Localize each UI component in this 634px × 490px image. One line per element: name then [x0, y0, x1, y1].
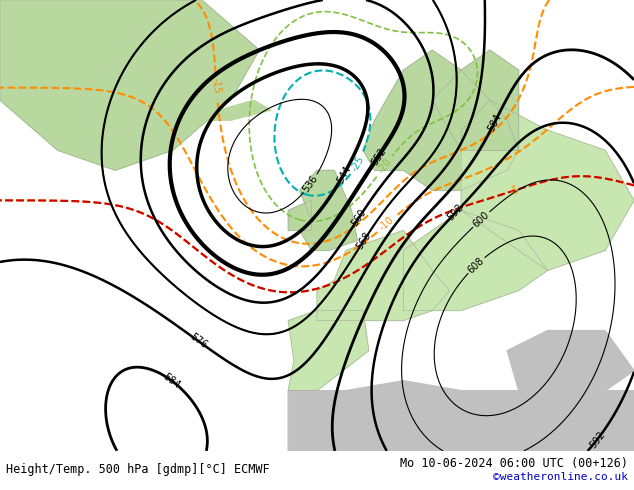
Text: 592: 592: [588, 429, 607, 450]
Text: Mo 10-06-2024 06:00 UTC (00+126): Mo 10-06-2024 06:00 UTC (00+126): [399, 457, 628, 470]
Text: 544: 544: [335, 164, 353, 185]
Text: 560: 560: [350, 207, 368, 228]
Text: -5: -5: [508, 184, 521, 197]
Text: -20: -20: [376, 157, 393, 175]
Polygon shape: [300, 171, 358, 250]
Text: -15: -15: [211, 78, 222, 95]
Polygon shape: [288, 200, 311, 230]
Text: 608: 608: [466, 255, 486, 275]
Polygon shape: [461, 100, 634, 270]
Text: Height/Temp. 500 hPa [gdmp][°C] ECMWF: Height/Temp. 500 hPa [gdmp][°C] ECMWF: [6, 463, 270, 476]
Polygon shape: [317, 230, 450, 320]
Polygon shape: [202, 100, 271, 120]
Text: 600: 600: [471, 210, 491, 229]
Text: 592: 592: [446, 202, 466, 222]
Polygon shape: [403, 210, 548, 311]
Polygon shape: [507, 331, 634, 391]
Text: -25: -25: [349, 154, 366, 172]
Text: -10: -10: [378, 215, 396, 233]
Text: 536: 536: [301, 173, 320, 194]
Text: ©weatheronline.co.uk: ©weatheronline.co.uk: [493, 472, 628, 482]
Text: 576: 576: [188, 332, 209, 351]
Text: 584: 584: [486, 112, 503, 133]
Polygon shape: [0, 0, 259, 171]
Polygon shape: [288, 311, 369, 391]
Text: 568: 568: [355, 230, 373, 251]
Text: 584: 584: [161, 371, 182, 390]
Polygon shape: [288, 381, 634, 451]
Polygon shape: [432, 50, 519, 150]
Text: 552: 552: [369, 146, 388, 167]
Polygon shape: [363, 50, 519, 190]
